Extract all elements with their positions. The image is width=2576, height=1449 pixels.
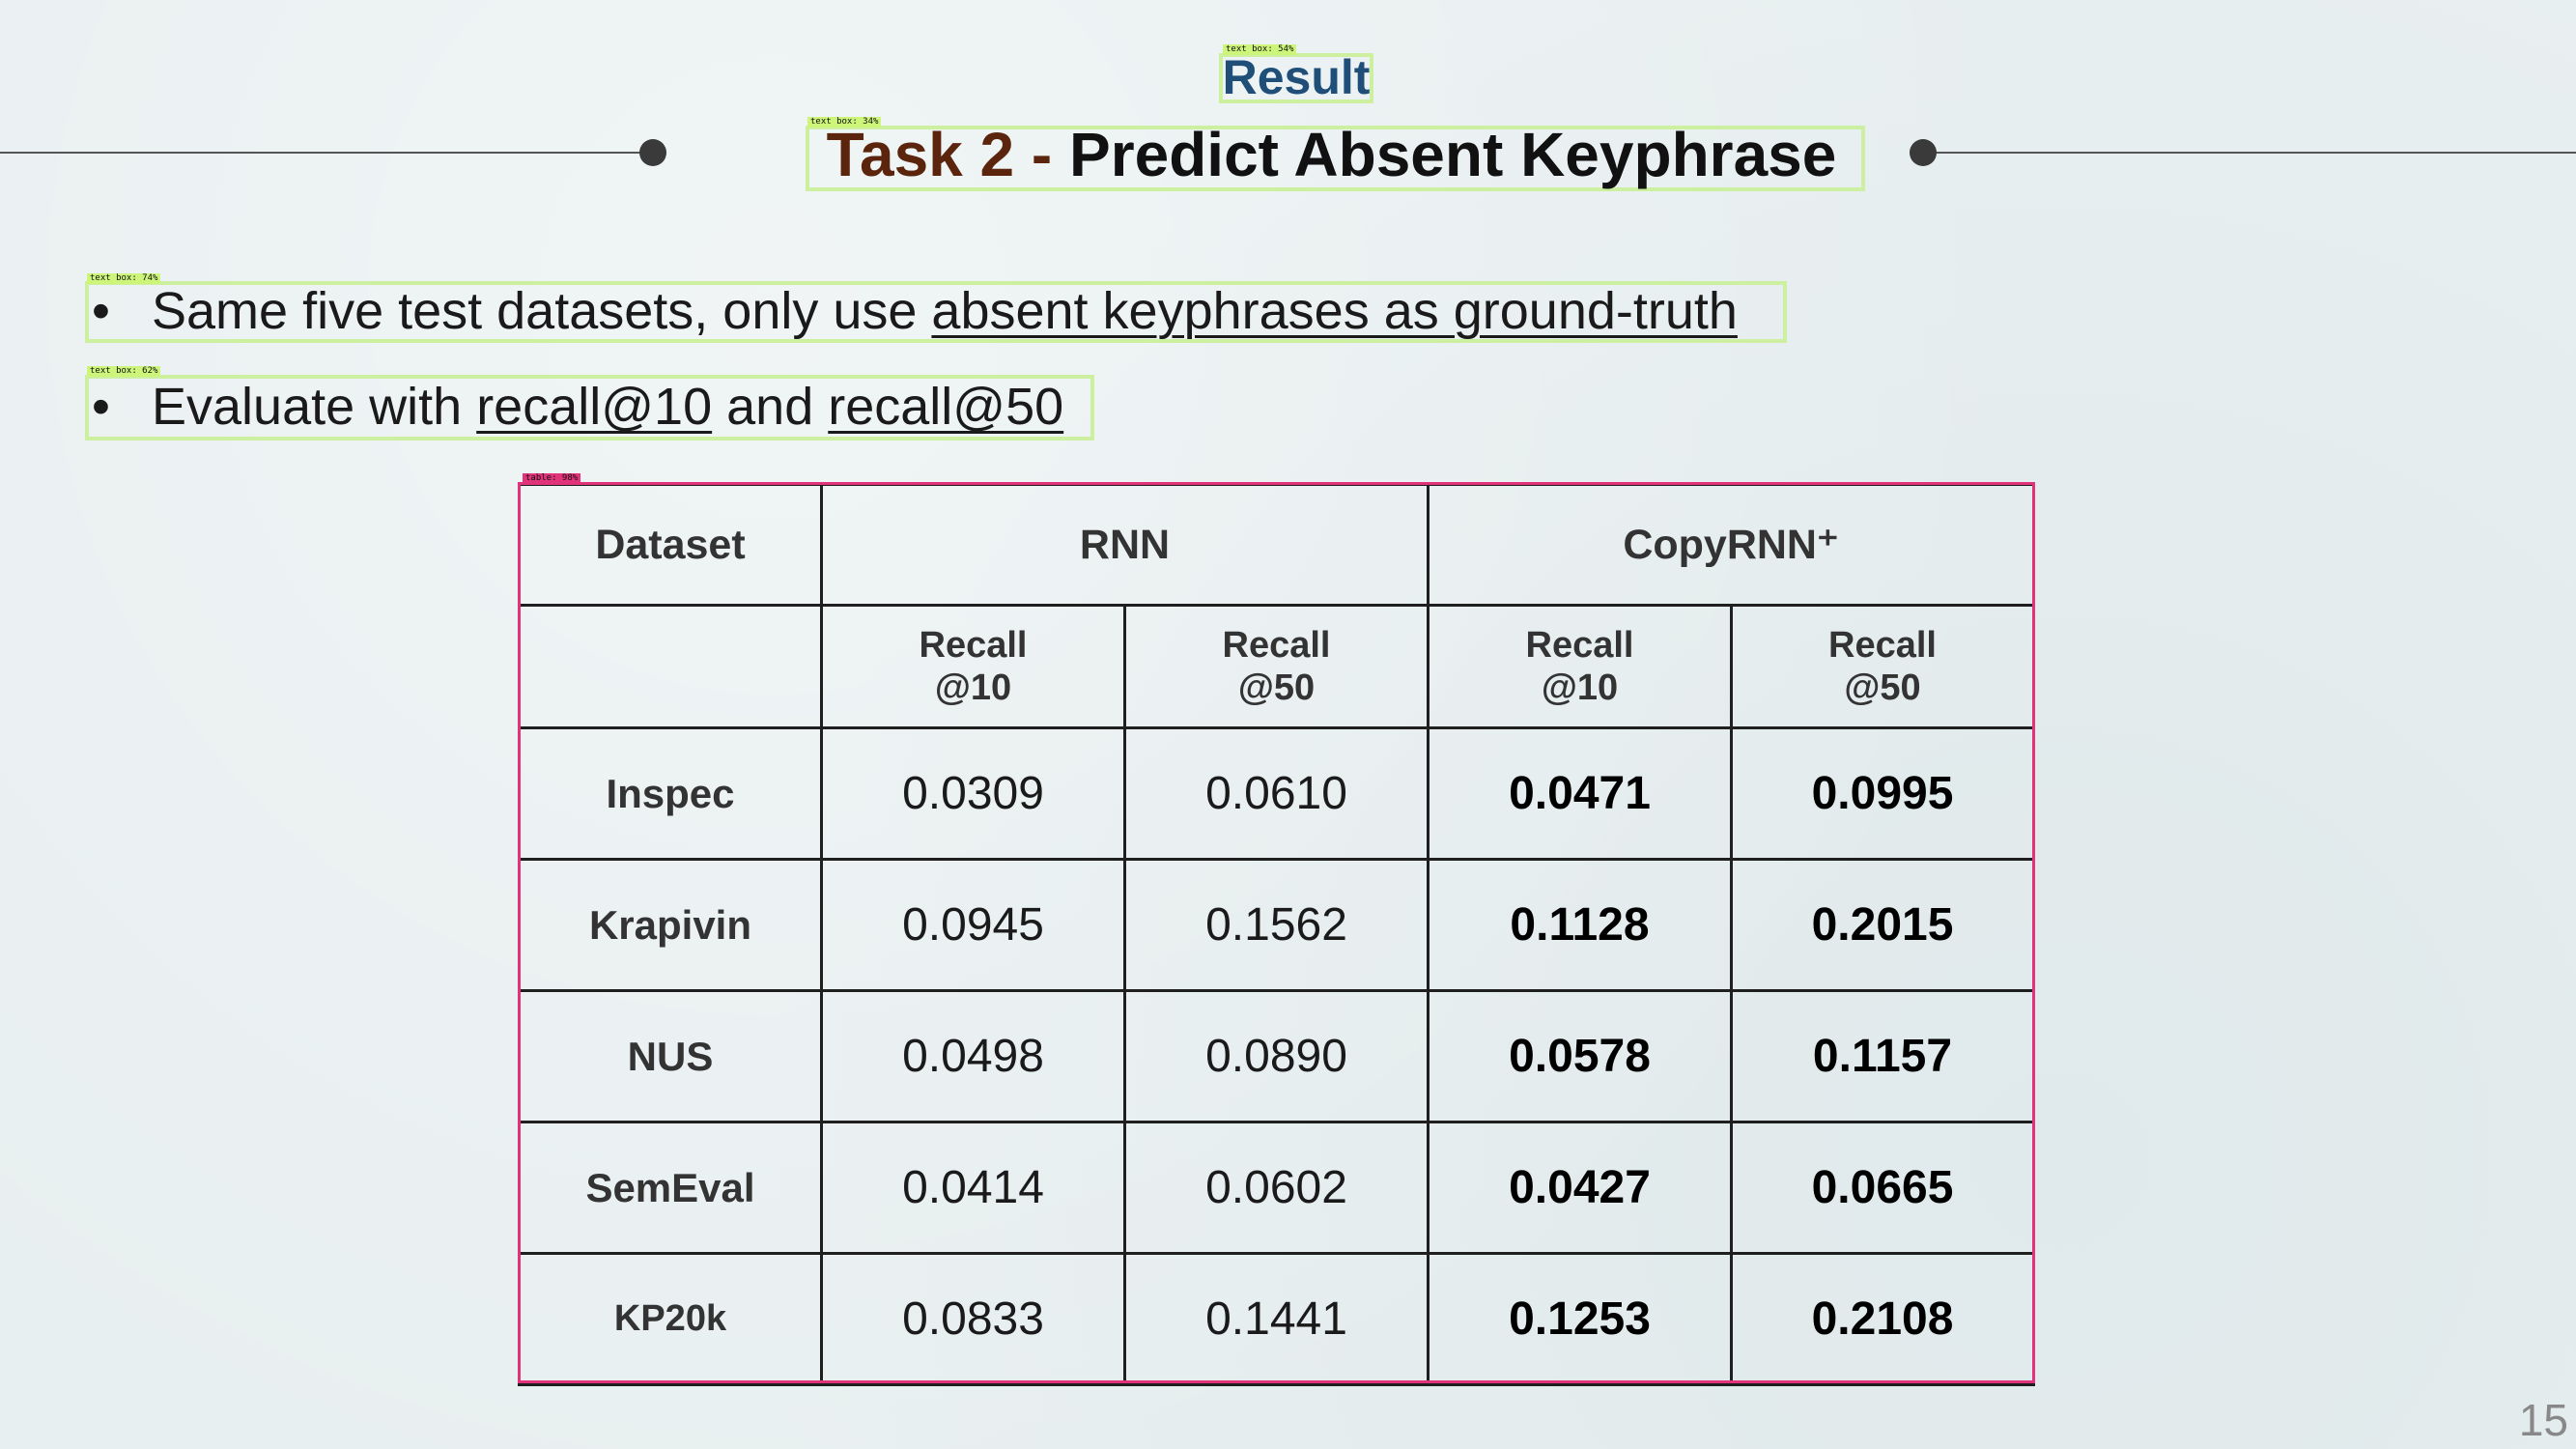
table-detection-tag: table: 98% bbox=[523, 473, 581, 484]
title-dot-left bbox=[639, 139, 666, 166]
title-detection-tag: text box: 34% bbox=[807, 117, 882, 128]
slide-title-task: Task 2 - bbox=[826, 120, 1070, 189]
table-row: NUS 0.0498 0.0890 0.0578 0.1157 bbox=[518, 989, 2035, 1123]
bullet-1-detection-tag: text box: 74% bbox=[87, 273, 161, 284]
header-copyrnn: CopyRNN⁺ bbox=[1427, 483, 2035, 607]
copyrnn-recall50-cell: 0.2108 bbox=[1730, 1252, 2035, 1386]
bullet-2-detection-tag: text box: 62% bbox=[87, 366, 161, 377]
subheader-copyrnn-recall10: Recall @10 bbox=[1427, 604, 1733, 729]
dataset-cell: SemEval bbox=[518, 1121, 823, 1255]
dataset-cell: Krapivin bbox=[518, 858, 823, 992]
bullet-item-2: • Evaluate with recall@10 and recall@50 bbox=[92, 378, 1063, 436]
rnn-recall50-cell: 0.1441 bbox=[1123, 1252, 1430, 1386]
table-row: SemEval 0.0414 0.0602 0.0427 0.0665 bbox=[518, 1121, 2035, 1255]
bullet-2-detection-box bbox=[85, 375, 1094, 440]
results-table: Dataset RNN CopyRNN⁺ Recall @10 Recall @50… bbox=[518, 483, 2035, 1386]
header-rnn: RNN bbox=[820, 483, 1430, 607]
bullet-item-1: • Same five test datasets, only use absen… bbox=[92, 282, 1738, 340]
copyrnn-recall10-cell: 0.0578 bbox=[1427, 989, 1733, 1123]
bullet-2-text: Evaluate with bbox=[152, 378, 477, 436]
table-header-row: Dataset RNN CopyRNN⁺ bbox=[518, 483, 2035, 607]
rnn-recall50-cell: 0.0610 bbox=[1123, 726, 1430, 861]
rnn-recall50-cell: 0.0602 bbox=[1123, 1121, 1430, 1255]
section-label: Result bbox=[1222, 50, 1371, 104]
table-row: Krapivin 0.0945 0.1562 0.1128 0.2015 bbox=[518, 858, 2035, 992]
rnn-recall50-cell: 0.0890 bbox=[1123, 989, 1430, 1123]
copyrnn-recall50-cell: 0.2015 bbox=[1730, 858, 2035, 992]
table-row: KP20k 0.0833 0.1441 0.1253 0.2108 bbox=[518, 1252, 2035, 1386]
rnn-recall50-cell: 0.1562 bbox=[1123, 858, 1430, 992]
section-label-detection-tag: text box: 54% bbox=[1223, 44, 1297, 55]
recall-50-link: recall@50 bbox=[828, 378, 1064, 436]
bullet-2-conjunction: and bbox=[712, 378, 829, 436]
rnn-recall10-cell: 0.0309 bbox=[820, 726, 1126, 861]
copyrnn-recall10-cell: 0.0471 bbox=[1427, 726, 1733, 861]
copyrnn-recall50-cell: 0.1157 bbox=[1730, 989, 2035, 1123]
copyrnn-recall50-cell: 0.0995 bbox=[1730, 726, 2035, 861]
bullet-1-text: Same five test datasets, only use bbox=[152, 282, 932, 340]
section-label-detection-box bbox=[1219, 53, 1373, 103]
title-rule-right bbox=[1924, 152, 2576, 154]
subheader-rnn-recall50: Recall @50 bbox=[1123, 604, 1430, 729]
table-subheader-row: Recall @10 Recall @50 Recall @10 Recall @50 bbox=[518, 604, 2035, 729]
table-row: Inspec 0.0309 0.0610 0.0471 0.0995 bbox=[518, 726, 2035, 861]
bullet-1-underlined-text: absent keyphrases as ground-truth bbox=[931, 282, 1738, 340]
subheader-copyrnn-recall50: Recall @50 bbox=[1730, 604, 2035, 729]
page-number: 15 bbox=[2518, 1395, 2568, 1445]
header-dataset: Dataset bbox=[518, 483, 823, 607]
recall-10-link: recall@10 bbox=[476, 378, 713, 436]
dataset-cell: KP20k bbox=[518, 1252, 823, 1386]
bullet-marker: • bbox=[92, 378, 110, 436]
copyrnn-recall10-cell: 0.0427 bbox=[1427, 1121, 1733, 1255]
subheader-empty bbox=[518, 604, 823, 729]
title-detection-box bbox=[806, 126, 1865, 191]
bullet-1-detection-box bbox=[85, 281, 1787, 343]
copyrnn-recall50-cell: 0.0665 bbox=[1730, 1121, 2035, 1255]
rnn-recall10-cell: 0.0498 bbox=[820, 989, 1126, 1123]
dataset-cell: NUS bbox=[518, 989, 823, 1123]
title-dot-right bbox=[1910, 139, 1937, 166]
slide-title: Task 2 - Predict Absent Keyphrase bbox=[798, 121, 1865, 188]
bullet-marker: • bbox=[92, 282, 110, 340]
copyrnn-recall10-cell: 0.1253 bbox=[1427, 1252, 1733, 1386]
slide-title-main: Predict Absent Keyphrase bbox=[1069, 120, 1837, 189]
rnn-recall10-cell: 0.0833 bbox=[820, 1252, 1126, 1386]
title-rule-left bbox=[0, 152, 653, 154]
rnn-recall10-cell: 0.0414 bbox=[820, 1121, 1126, 1255]
dataset-cell: Inspec bbox=[518, 726, 823, 861]
copyrnn-recall10-cell: 0.1128 bbox=[1427, 858, 1733, 992]
subheader-rnn-recall10: Recall @10 bbox=[820, 604, 1126, 729]
rnn-recall10-cell: 0.0945 bbox=[820, 858, 1126, 992]
